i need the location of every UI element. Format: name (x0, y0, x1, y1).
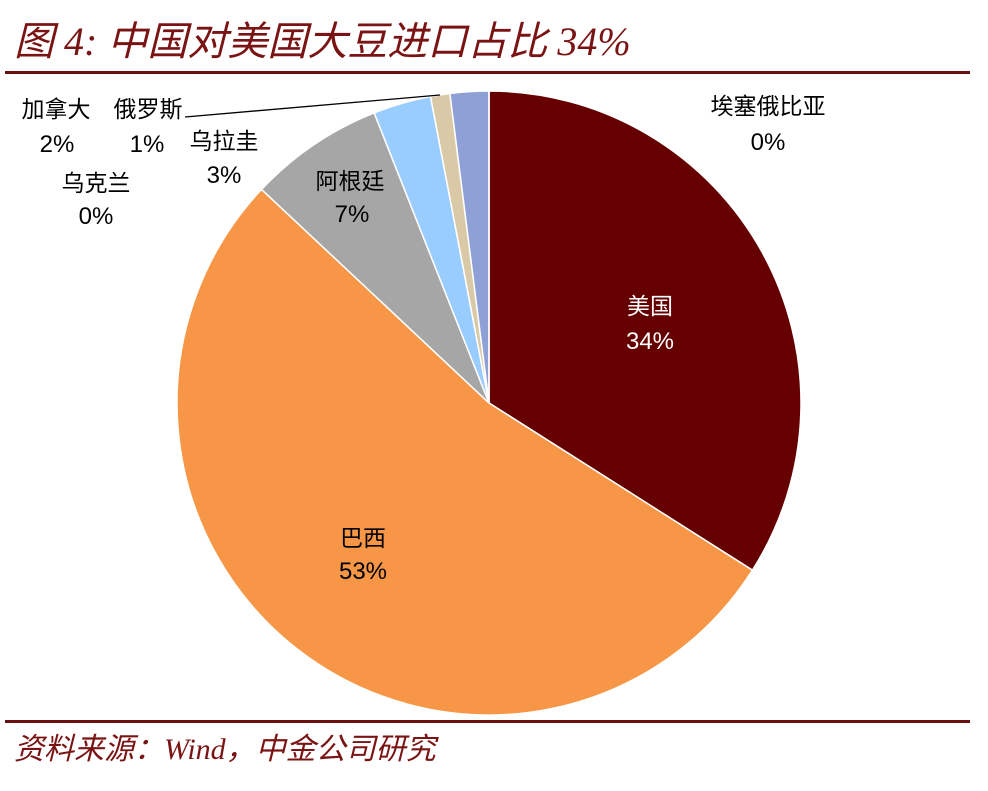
figure-source: 资料来源：Wind，中金公司研究 (14, 733, 436, 766)
pie-slice-argentina (260, 112, 490, 404)
figure-title: 图 4: 中国对美国大豆进口占比 34% (14, 19, 631, 64)
pie-slice-usa (488, 90, 802, 571)
title-rule (5, 71, 970, 74)
slice-label-pct-russia: 1% (130, 131, 165, 158)
slice-label-name-usa: 美国 (627, 294, 673, 319)
pie-slices (176, 90, 802, 716)
slice-label-name-ukraine: 乌克兰 (62, 171, 131, 196)
slice-label-name-ethiopia: 埃塞俄比亚 (711, 94, 826, 119)
slice-label-pct-usa: 34% (626, 328, 674, 355)
slice-label-name-uruguay: 乌拉圭 (190, 129, 259, 154)
slice-label-name-russia: 俄罗斯 (114, 97, 183, 122)
source-rule (5, 720, 970, 723)
slice-label-pct-ukraine: 0% (79, 203, 114, 230)
slice-label-pct-argentina: 7% (335, 201, 370, 228)
slice-label-pct-uruguay: 3% (207, 162, 242, 189)
slice-label-pct-ethiopia: 0% (751, 129, 786, 156)
slice-label-name-brazil: 巴西 (340, 526, 386, 551)
slice-label-pct-canada: 2% (40, 131, 75, 158)
slice-label-pct-brazil: 53% (339, 558, 387, 585)
leader-line-russia (184, 94, 441, 118)
pie-slice-brazil (176, 188, 754, 716)
slice-label-name-canada: 加拿大 (22, 96, 91, 122)
slice-label-name-argentina: 阿根廷 (316, 169, 385, 194)
